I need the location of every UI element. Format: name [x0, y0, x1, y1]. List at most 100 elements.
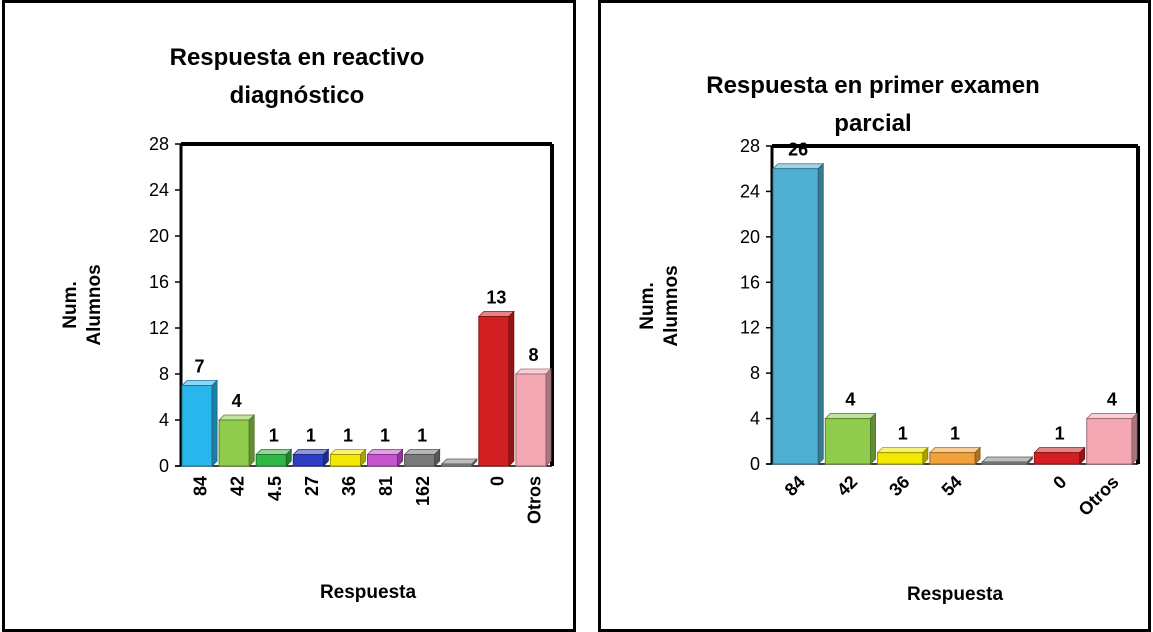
bar — [1085, 412, 1138, 465]
bar — [440, 458, 478, 467]
data-label: 1 — [380, 426, 390, 446]
y-tick-label: 4 — [750, 409, 760, 429]
data-label: 1 — [417, 426, 427, 446]
x-tick-label: 54 — [938, 472, 966, 500]
y-tick-label: 12 — [149, 318, 169, 338]
bar-front-face — [181, 385, 213, 467]
bar — [181, 379, 219, 467]
bar — [514, 368, 552, 467]
bar-side-face — [434, 448, 441, 467]
bar-side-face — [817, 162, 824, 465]
bar — [928, 446, 982, 465]
y-tick-label: 8 — [750, 363, 760, 383]
chart-title-line-2: diagnóstico — [230, 82, 365, 109]
y-tick-label: 0 — [750, 454, 760, 474]
x-tick-label: Otros — [1075, 472, 1123, 520]
data-label: 26 — [788, 140, 808, 160]
bar-top-face — [772, 163, 825, 170]
y-tick-label: 12 — [740, 318, 760, 338]
plot-area: 0 4 8 12 16 20 24 28 26 84 4 42 1 36 1 54 1 0 4 Otros — [740, 136, 1140, 520]
bar — [218, 414, 256, 467]
x-tick-label: 36 — [885, 472, 913, 500]
bar-side-face — [1027, 456, 1033, 465]
y-tick-label: 28 — [149, 134, 169, 154]
y-tick-label: 20 — [740, 227, 760, 247]
bar-top-face — [218, 414, 256, 421]
bar — [477, 310, 515, 467]
chart-panel-diagnostico: Respuesta en reactivo diagnóstico Num. A… — [2, 0, 576, 632]
bar-top-face — [1033, 447, 1086, 454]
bar-top-face — [329, 449, 367, 455]
data-label: 4 — [845, 390, 855, 410]
bar-side-face — [322, 448, 329, 467]
bar-front-face — [1033, 452, 1081, 465]
chart-title-line-2: parcial — [834, 110, 911, 137]
bar-top-face — [876, 447, 929, 454]
data-label: 1 — [898, 424, 908, 444]
y-axis-label-line-1: Num. — [60, 281, 81, 329]
x-tick-label: 42 — [833, 472, 861, 500]
y-tick-label: 8 — [159, 364, 169, 384]
data-label: 4 — [1107, 390, 1117, 410]
x-tick-label: 84 — [191, 476, 211, 496]
bar — [329, 448, 367, 467]
data-label: 4 — [232, 391, 242, 411]
data-label: 1 — [1055, 424, 1065, 444]
y-tick-label: 24 — [149, 180, 169, 200]
x-tick-label: 27 — [302, 476, 322, 496]
bar-front-face — [929, 452, 976, 465]
bar — [1033, 446, 1086, 465]
bar-side-face — [1131, 412, 1138, 465]
x-axis-label: Respuesta — [320, 582, 417, 603]
bar-side-face — [508, 310, 515, 467]
x-tick-label: 36 — [339, 476, 359, 496]
bar-side-face — [1079, 446, 1086, 465]
bar-front-face — [1086, 418, 1133, 465]
chart-svg-primer-examen: Respuesta en primer examen parcial Num. … — [637, 72, 1140, 605]
bar-side-face — [397, 448, 404, 467]
bar-front-face — [981, 461, 1028, 465]
bar-side-face — [922, 446, 929, 465]
bar-top-face — [824, 413, 877, 419]
bar-top-face — [981, 456, 1034, 463]
bar-top-face — [477, 311, 515, 317]
x-tick-label: 0 — [1049, 472, 1070, 493]
bar-top-face — [1085, 413, 1138, 419]
bar-top-face — [440, 458, 478, 465]
data-label: 1 — [269, 426, 279, 446]
x-axis-label: Respuesta — [907, 584, 1004, 605]
data-label: 8 — [528, 345, 538, 365]
x-tick-label: 84 — [781, 472, 809, 500]
bar-front-face — [329, 454, 361, 467]
bar-side-face — [870, 412, 876, 465]
bar-side-face — [545, 368, 552, 467]
bar — [772, 162, 825, 465]
bar-front-face — [255, 454, 287, 467]
bar-side-face — [974, 446, 981, 465]
data-label: 1 — [343, 426, 353, 446]
chart-title-line-1: Respuesta en reactivo — [170, 44, 425, 71]
bar-front-face — [515, 373, 547, 467]
bar-front-face — [441, 463, 473, 467]
bar-top-face — [928, 447, 982, 454]
bar-side-face — [471, 458, 478, 467]
y-tick-label: 16 — [149, 272, 169, 292]
x-tick-label: 4.5 — [265, 476, 285, 501]
bar — [292, 448, 330, 467]
x-tick-label: 42 — [228, 476, 248, 496]
x-tick-label: 0 — [487, 476, 507, 486]
bar-top-face — [514, 368, 552, 375]
bar — [255, 448, 293, 467]
bar — [876, 446, 929, 465]
bar-side-face — [211, 379, 218, 467]
y-tick-label: 4 — [159, 410, 169, 430]
bar-top-face — [181, 380, 219, 386]
chart-title-line-1: Respuesta en primer examen — [706, 72, 1039, 99]
y-tick-label: 20 — [149, 226, 169, 246]
data-label: 7 — [195, 357, 205, 377]
bar-top-face — [292, 449, 330, 455]
bar — [981, 456, 1034, 465]
bar-top-face — [366, 449, 404, 455]
x-tick-label: 162 — [413, 476, 433, 506]
y-tick-label: 0 — [159, 456, 169, 476]
